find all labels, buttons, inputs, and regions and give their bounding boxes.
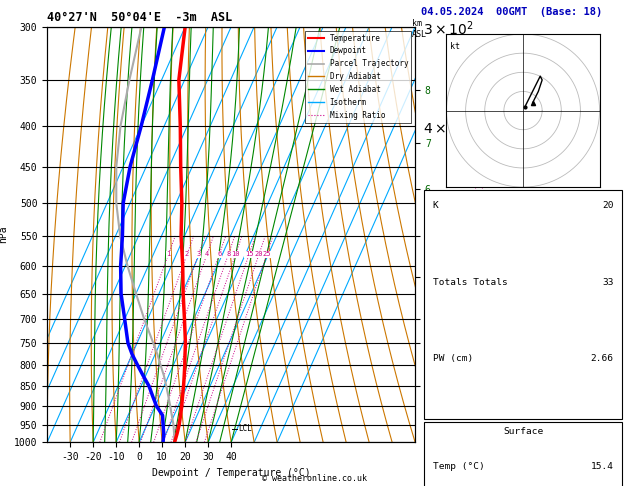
Text: 3: 3	[196, 251, 201, 257]
Text: © weatheronline.co.uk: © weatheronline.co.uk	[262, 474, 367, 483]
Text: 4: 4	[205, 251, 209, 257]
Text: 2: 2	[185, 251, 189, 257]
X-axis label: Dewpoint / Temperature (°C): Dewpoint / Temperature (°C)	[152, 468, 311, 478]
FancyBboxPatch shape	[425, 422, 621, 486]
Text: K: K	[433, 201, 438, 210]
Text: 2.66: 2.66	[591, 354, 613, 363]
Text: PW (cm): PW (cm)	[433, 354, 473, 363]
Text: kt: kt	[450, 42, 460, 51]
Text: 10: 10	[231, 251, 240, 257]
Text: 40°27'N  50°04'E  -3m  ASL: 40°27'N 50°04'E -3m ASL	[47, 11, 233, 24]
Text: km
ASL: km ASL	[412, 19, 427, 39]
Y-axis label: hPa: hPa	[0, 226, 8, 243]
Text: Surface: Surface	[503, 427, 543, 436]
FancyBboxPatch shape	[425, 190, 621, 419]
Text: Totals Totals: Totals Totals	[433, 278, 507, 287]
Text: 15: 15	[245, 251, 253, 257]
Legend: Temperature, Dewpoint, Parcel Trajectory, Dry Adiabat, Wet Adiabat, Isotherm, Mi: Temperature, Dewpoint, Parcel Trajectory…	[305, 31, 411, 122]
Text: 33: 33	[602, 278, 613, 287]
Text: 20: 20	[255, 251, 264, 257]
Text: 04.05.2024  00GMT  (Base: 18): 04.05.2024 00GMT (Base: 18)	[421, 7, 603, 17]
Text: 15.4: 15.4	[591, 462, 613, 470]
Text: 8: 8	[226, 251, 230, 257]
Text: Temp (°C): Temp (°C)	[433, 462, 484, 470]
Text: 20: 20	[602, 201, 613, 210]
Y-axis label: Mixing Ratio (g/kg): Mixing Ratio (g/kg)	[476, 183, 486, 286]
Text: 1: 1	[167, 251, 170, 257]
Text: 6: 6	[217, 251, 221, 257]
Text: LCL: LCL	[238, 424, 252, 434]
Text: 25: 25	[262, 251, 271, 257]
